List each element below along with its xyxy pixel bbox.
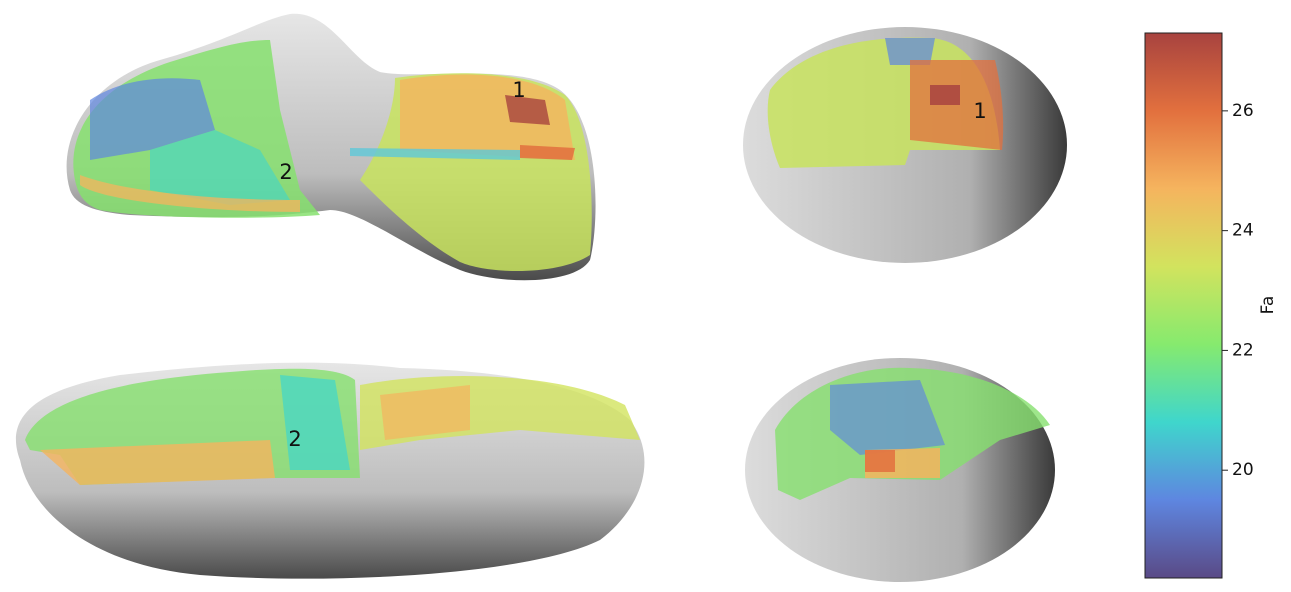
asteroid-view-4	[745, 358, 1055, 582]
annotation: 2	[288, 427, 301, 451]
colorbar-label: Fa	[1258, 296, 1278, 315]
y-tick-label: 24	[1232, 221, 1254, 241]
asteroid-view-3: 2	[15, 362, 645, 579]
y-tick-label: 26	[1232, 101, 1254, 121]
annotation: 1	[973, 99, 986, 123]
asteroid-view-1: 1 2	[66, 13, 596, 281]
annotation: 2	[279, 160, 292, 184]
y-tick-label: 20	[1232, 460, 1254, 480]
y-tick-label: 22	[1232, 340, 1254, 360]
colorbar: Fa 20 22 24 26	[1144, 32, 1278, 579]
asteroid-view-2: 1	[743, 27, 1067, 263]
annotation: 1	[512, 78, 525, 102]
colorbar-gradient	[1144, 32, 1223, 579]
